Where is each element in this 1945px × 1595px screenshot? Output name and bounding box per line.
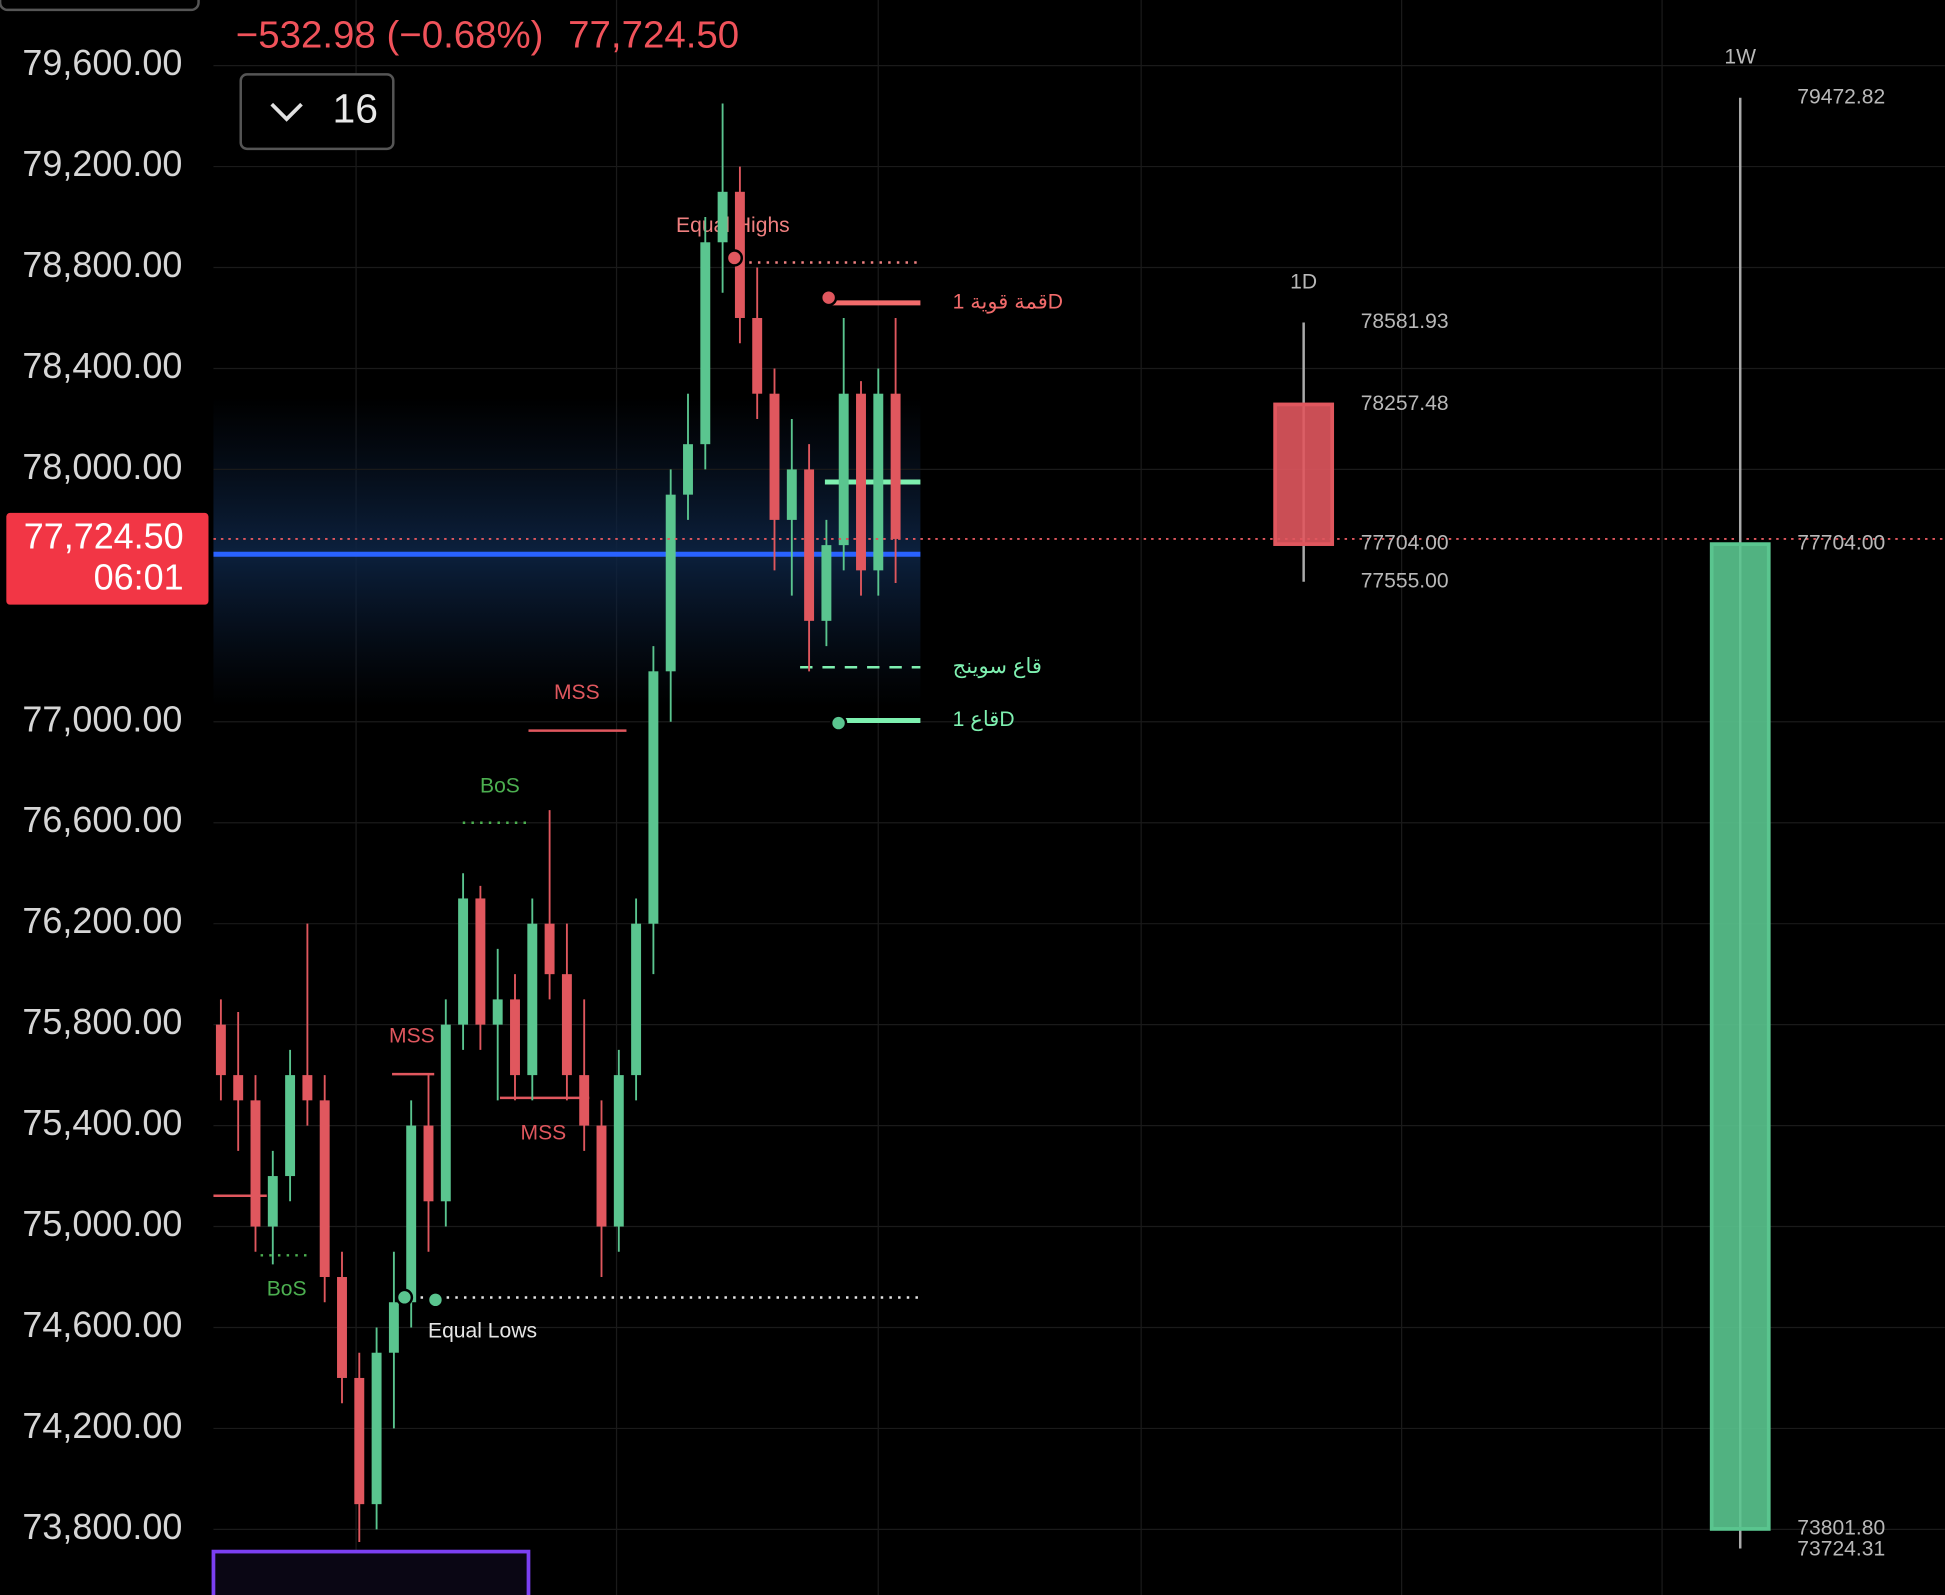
- candle-body: [890, 393, 901, 539]
- candle-body: [458, 898, 469, 1025]
- htf-price-label: 73724.31: [1797, 1538, 1885, 1561]
- candle-body: [804, 469, 815, 621]
- candle-body: [596, 1125, 607, 1227]
- candle-body: [700, 242, 711, 445]
- candle-body: [648, 671, 659, 924]
- candle-body: [285, 1075, 296, 1177]
- candle-body: [873, 393, 884, 571]
- candle-body: [769, 393, 780, 520]
- level-label: Equal Highs: [676, 214, 790, 237]
- htf-label: 1W: [1724, 46, 1756, 69]
- htf-price-label: 78581.93: [1361, 310, 1449, 333]
- htf-price-label: 78257.48: [1361, 392, 1449, 415]
- candle-body: [371, 1352, 382, 1505]
- candle-body: [233, 1075, 244, 1101]
- pivot-marker: [829, 714, 848, 732]
- y-tick-label: 79,600.00: [22, 42, 182, 83]
- level-label: Equal Lows: [428, 1320, 537, 1343]
- y-tick-label: 78,800.00: [22, 244, 182, 285]
- htf-body: [1709, 542, 1771, 1531]
- candle-body: [856, 393, 866, 571]
- level-label: قاع 1D: [953, 708, 1015, 732]
- candle-body: [579, 1075, 590, 1126]
- interval-dropdown[interactable]: 16: [239, 73, 395, 151]
- candle-body: [475, 898, 486, 1025]
- pivot-marker: [819, 288, 838, 307]
- candle-body: [838, 393, 849, 546]
- pivot-marker: [426, 1291, 445, 1309]
- y-tick-label: 75,400.00: [22, 1102, 182, 1143]
- indicator-panel: [211, 1549, 531, 1595]
- y-tick-label: 76,200.00: [22, 900, 182, 941]
- dropdown-box[interactable]: [239, 73, 395, 151]
- vertical-grid: [355, 0, 1663, 1595]
- candle-body: [561, 974, 572, 1076]
- candle-body: [786, 469, 797, 520]
- pivot-marker: [395, 1288, 414, 1307]
- candle-body: [492, 999, 503, 1025]
- htf-price-label: 77555.00: [1361, 569, 1449, 592]
- y-tick-label: 73,800.00: [22, 1506, 182, 1547]
- htf-price-label: 73801.80: [1797, 1516, 1885, 1539]
- level-label: MSS: [554, 681, 600, 704]
- level-label: قمة قوية 1D: [953, 290, 1063, 314]
- level-label: قاع سوينج: [953, 655, 1042, 679]
- candle-body: [510, 999, 520, 1076]
- level-label: MSS: [389, 1024, 435, 1047]
- y-tick-label: 77,000.00: [22, 698, 182, 739]
- candle-body: [683, 444, 693, 495]
- candle-body: [440, 1024, 451, 1202]
- y-tick-label: 78,400.00: [22, 345, 182, 386]
- htf-label: 1D: [1290, 270, 1317, 293]
- candle-body: [354, 1377, 365, 1505]
- candle-body: [423, 1125, 434, 1202]
- candle-body: [250, 1100, 261, 1227]
- y-tick-label: 75,800.00: [22, 1001, 182, 1042]
- y-tick-label: 74,200.00: [22, 1405, 182, 1446]
- interval-value[interactable]: 16: [333, 85, 379, 131]
- htf-body: [1273, 402, 1335, 546]
- y-tick-label: 78,000.00: [22, 446, 182, 487]
- candle-body: [337, 1277, 347, 1378]
- countdown: 06:01: [94, 556, 184, 597]
- price-change: −532.98 (−0.68%): [236, 13, 544, 56]
- chevron[interactable]: [270, 102, 303, 122]
- candle-body: [406, 1125, 417, 1303]
- candle-body: [388, 1302, 399, 1353]
- candle-body: [717, 191, 728, 243]
- htf-price-label: 79472.82: [1797, 85, 1885, 108]
- level-label: BoS: [267, 1278, 307, 1301]
- level-label: MSS: [521, 1121, 567, 1144]
- level-label: BoS: [480, 774, 520, 797]
- header-price: 77,724.50: [568, 13, 739, 56]
- htf-price-label: 77704.00: [1797, 532, 1885, 555]
- y-tick-label: 76,600.00: [22, 799, 182, 840]
- candle-body: [527, 923, 538, 1076]
- y-tick-label: 79,200.00: [22, 143, 182, 184]
- candle-body: [613, 1075, 624, 1227]
- candle-body: [319, 1100, 330, 1278]
- candle-body: [267, 1176, 278, 1227]
- candle-body: [215, 1024, 226, 1076]
- toolbar-button[interactable]: [0, 0, 200, 12]
- last-price-label: 77,724.50: [24, 515, 184, 556]
- candle-body: [752, 317, 763, 394]
- candle-body: [665, 494, 676, 672]
- last-price-box: [6, 512, 209, 605]
- y-tick-label: 74,600.00: [22, 1304, 182, 1345]
- candle-body: [631, 923, 642, 1076]
- candle-body: [821, 545, 832, 621]
- pivot-marker: [725, 249, 744, 267]
- candle-body: [544, 923, 555, 975]
- candle-body: [302, 1075, 313, 1101]
- y-tick-label: 75,000.00: [22, 1203, 182, 1244]
- htf-price-label: 77704.00: [1361, 532, 1449, 555]
